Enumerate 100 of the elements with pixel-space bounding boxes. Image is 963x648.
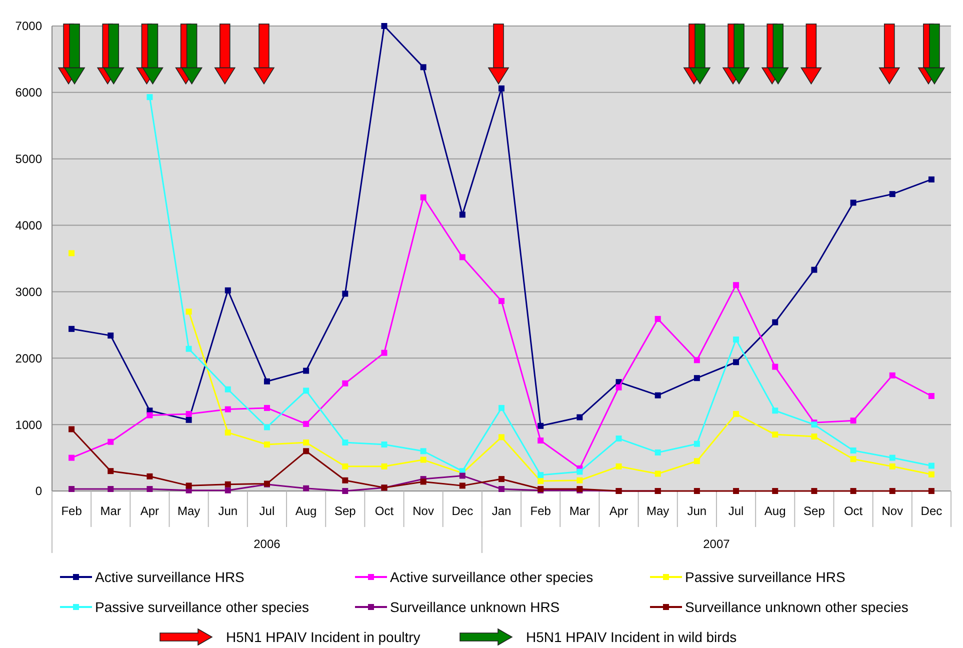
point xyxy=(224,430,231,436)
point xyxy=(108,486,114,492)
point xyxy=(889,191,896,198)
x-tick-label: Feb xyxy=(61,504,82,518)
point xyxy=(733,336,740,343)
point xyxy=(342,463,348,470)
x-tick-label: Nov xyxy=(882,504,904,518)
point xyxy=(538,478,544,484)
point xyxy=(303,485,310,492)
x-tick-label: Apr xyxy=(140,504,160,518)
point xyxy=(186,416,192,423)
point xyxy=(576,468,583,475)
legend-label: Active surveillance HRS xyxy=(95,568,244,585)
point xyxy=(68,250,75,256)
point xyxy=(694,375,700,382)
y-tick-label: 0 xyxy=(35,484,42,498)
point xyxy=(108,438,114,445)
point xyxy=(576,477,583,484)
legend-label: Passive surveillance HRS xyxy=(685,568,846,585)
point xyxy=(850,456,856,462)
legend-label: H5N1 HPAIV Incident in wild birds xyxy=(526,628,737,645)
point xyxy=(303,368,310,374)
point xyxy=(889,463,896,470)
point xyxy=(850,418,856,424)
point xyxy=(498,434,504,440)
point xyxy=(498,404,504,411)
y-tick-label: 2000 xyxy=(15,351,42,366)
point xyxy=(381,442,388,448)
point xyxy=(654,449,661,456)
point xyxy=(224,487,231,494)
x-tick-label: Sep xyxy=(804,504,826,518)
point xyxy=(538,438,544,444)
x-tick-label: Jul xyxy=(728,504,744,518)
x-tick-label: Apr xyxy=(609,504,628,518)
point xyxy=(146,94,153,100)
point xyxy=(459,472,466,479)
point xyxy=(694,357,700,364)
point xyxy=(303,388,310,394)
x-tick-label: Oct xyxy=(844,504,864,518)
point xyxy=(616,436,622,442)
point xyxy=(342,477,348,484)
point xyxy=(733,410,740,417)
legend-label: Surveillance unknown other species xyxy=(685,598,908,615)
x-tick-label: Jun xyxy=(687,504,707,518)
point xyxy=(889,372,896,378)
point xyxy=(928,393,934,400)
point xyxy=(772,432,778,438)
y-tick-label: 4000 xyxy=(15,218,42,232)
point xyxy=(264,378,270,384)
x-tick-label: Feb xyxy=(530,504,552,518)
point xyxy=(889,454,896,461)
point xyxy=(68,486,75,492)
x-tick-label: Dec xyxy=(452,504,474,518)
point xyxy=(616,463,622,470)
point xyxy=(733,488,740,494)
y-tick-label: 6000 xyxy=(15,86,42,100)
point xyxy=(498,298,504,304)
point xyxy=(420,448,426,454)
point xyxy=(303,440,310,446)
point xyxy=(420,456,426,463)
point xyxy=(811,488,818,494)
point xyxy=(850,200,856,206)
point xyxy=(68,454,75,461)
point xyxy=(224,481,231,488)
x-tick-label: Aug xyxy=(764,504,786,518)
point xyxy=(576,414,583,420)
text: 2007 xyxy=(703,537,730,551)
point xyxy=(850,447,856,454)
point xyxy=(654,316,661,322)
x-tick-label: Jun xyxy=(218,504,238,518)
point xyxy=(108,468,114,474)
x-tick-label: Aug xyxy=(295,504,317,518)
y-tick-label: 7000 xyxy=(15,19,42,34)
point xyxy=(694,440,700,447)
point xyxy=(733,359,740,366)
point xyxy=(772,364,778,370)
x-tick-label: Nov xyxy=(412,504,434,518)
x-tick-label: Oct xyxy=(374,504,394,518)
point xyxy=(186,308,192,315)
point xyxy=(654,392,661,398)
point xyxy=(186,346,192,352)
point xyxy=(146,412,153,418)
point xyxy=(733,282,740,288)
point xyxy=(186,410,192,417)
legend-label: H5N1 HPAIV Incident in poultry xyxy=(226,628,420,645)
point xyxy=(694,488,700,494)
point xyxy=(381,23,388,29)
point xyxy=(381,350,388,356)
point xyxy=(420,194,426,200)
point xyxy=(538,422,544,429)
legend-label: Surveillance unknown HRS xyxy=(390,598,560,615)
point xyxy=(928,471,934,478)
point xyxy=(68,326,75,332)
point xyxy=(342,488,348,494)
legend-label: Active surveillance other species xyxy=(390,568,594,585)
point xyxy=(694,458,700,464)
point xyxy=(420,64,426,70)
point xyxy=(146,473,153,480)
point xyxy=(889,488,896,494)
point xyxy=(772,319,778,326)
